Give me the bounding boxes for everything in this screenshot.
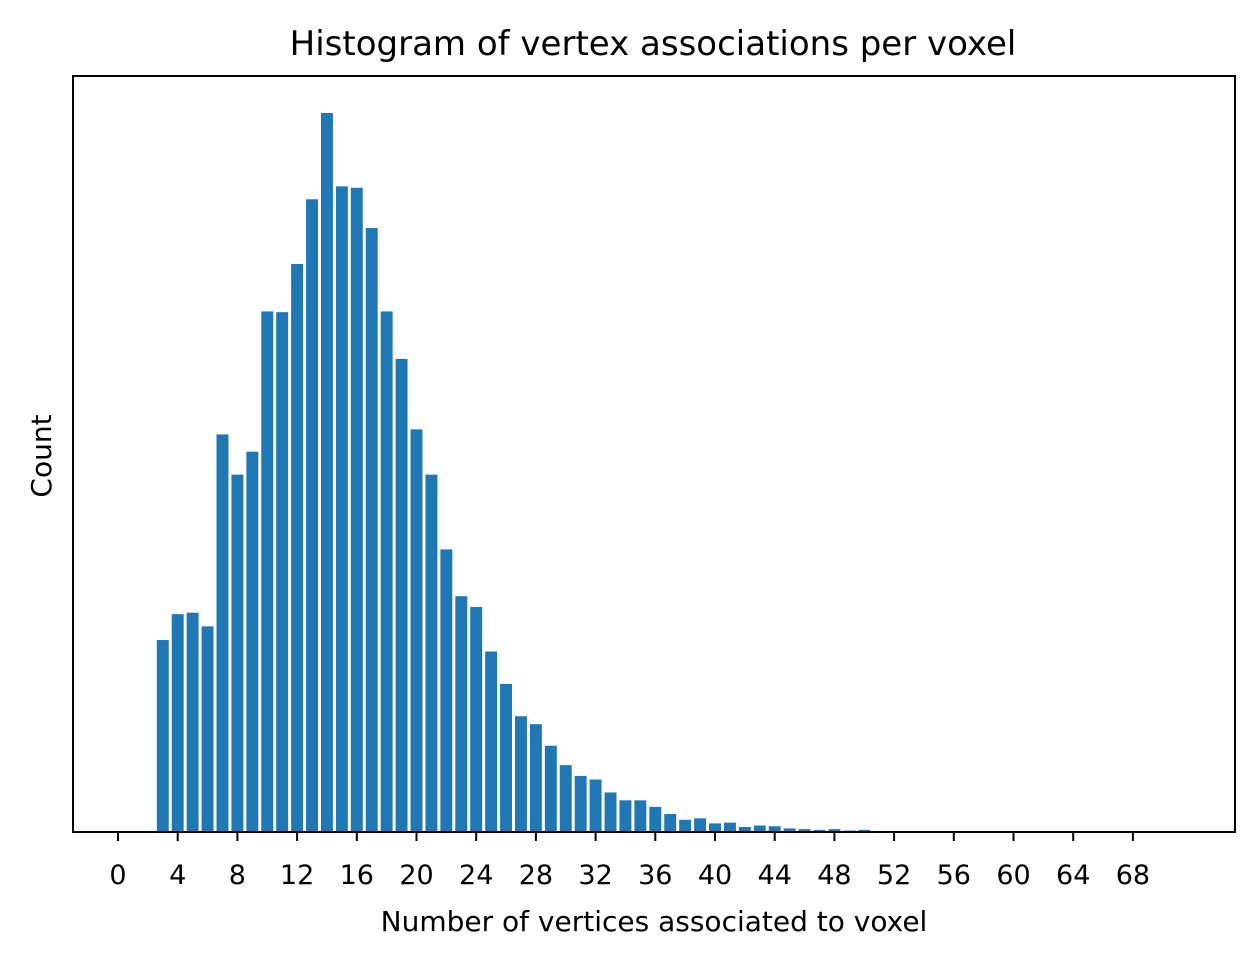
histogram-bar — [828, 829, 841, 832]
x-tick-label: 68 — [1116, 860, 1150, 891]
histogram-bar — [246, 451, 259, 832]
histogram-bar — [783, 828, 796, 832]
histogram-bar — [410, 429, 423, 832]
histogram-bar — [619, 800, 632, 832]
histogram-bar — [559, 765, 572, 832]
x-axis-label: Number of vertices associated to voxel — [381, 905, 928, 938]
histogram-bar — [709, 823, 721, 832]
histogram-bar — [649, 806, 662, 832]
histogram-bar — [380, 311, 393, 832]
histogram-bar — [515, 716, 527, 832]
x-tick-label: 60 — [996, 860, 1030, 891]
x-tick-label: 56 — [937, 860, 971, 891]
histogram-bar — [440, 549, 453, 832]
histogram-bar — [216, 434, 229, 832]
histogram-bar — [738, 826, 751, 832]
histogram-bar — [664, 814, 677, 832]
x-tick-label: 40 — [698, 860, 732, 891]
histogram-bar — [858, 829, 871, 832]
histogram-bar — [813, 829, 826, 832]
x-tick-label: 16 — [340, 860, 374, 891]
x-tick-label: 52 — [877, 860, 911, 891]
histogram-bar — [335, 186, 348, 833]
x-tick-label: 4 — [169, 860, 186, 891]
histogram-bar — [485, 651, 498, 832]
histogram-bar — [723, 822, 736, 832]
x-tick-label: 36 — [638, 860, 672, 891]
histogram-bar — [753, 825, 766, 832]
histogram-bar — [425, 474, 438, 832]
histogram-bar — [156, 640, 169, 832]
x-axis-ticks: 0 4 8 12 16 20 24 28 32 36 40 44 48 52 56 60 64 68 — [109, 832, 1150, 891]
x-tick-label: 24 — [459, 860, 493, 891]
histogram-bar — [291, 263, 304, 832]
histogram-bar — [350, 187, 363, 832]
bars-group — [156, 113, 871, 833]
x-tick-label: 12 — [280, 860, 314, 891]
x-tick-label: 8 — [229, 860, 246, 891]
histogram-bar — [365, 228, 378, 833]
y-axis-label: Count — [25, 414, 58, 497]
x-tick-label: 64 — [1056, 860, 1090, 891]
histogram-bar — [544, 745, 557, 832]
plot-area-frame — [72, 75, 1236, 833]
histogram-bar — [306, 199, 318, 832]
histogram-bar — [679, 819, 692, 832]
histogram-bar — [768, 826, 781, 832]
histogram-bar — [574, 775, 587, 832]
histogram-bar — [529, 724, 542, 832]
histogram-bar — [798, 829, 811, 832]
histogram-bar — [500, 683, 513, 832]
histogram-bar — [455, 596, 468, 832]
histogram-bar — [470, 606, 483, 832]
histogram-bar — [261, 311, 274, 832]
histogram-bar — [589, 779, 602, 832]
histogram-bar — [186, 612, 199, 832]
histogram-bar — [395, 358, 408, 832]
histogram-bar — [604, 792, 617, 832]
x-tick-label: 48 — [817, 860, 851, 891]
histogram-bar — [694, 818, 707, 832]
histogram-bar — [634, 800, 647, 832]
x-tick-label: 32 — [578, 860, 612, 891]
histogram-bar — [320, 113, 333, 832]
x-tick-label: 20 — [399, 860, 433, 891]
chart-title: Histogram of vertex associations per vox… — [290, 24, 1017, 64]
histogram-bar — [276, 312, 289, 832]
x-tick-label: 0 — [109, 860, 126, 891]
histogram-bar — [171, 614, 184, 832]
x-tick-label: 44 — [758, 860, 792, 891]
x-tick-label: 28 — [519, 860, 553, 891]
histogram-bar — [201, 626, 214, 832]
histogram-bar — [231, 474, 244, 832]
